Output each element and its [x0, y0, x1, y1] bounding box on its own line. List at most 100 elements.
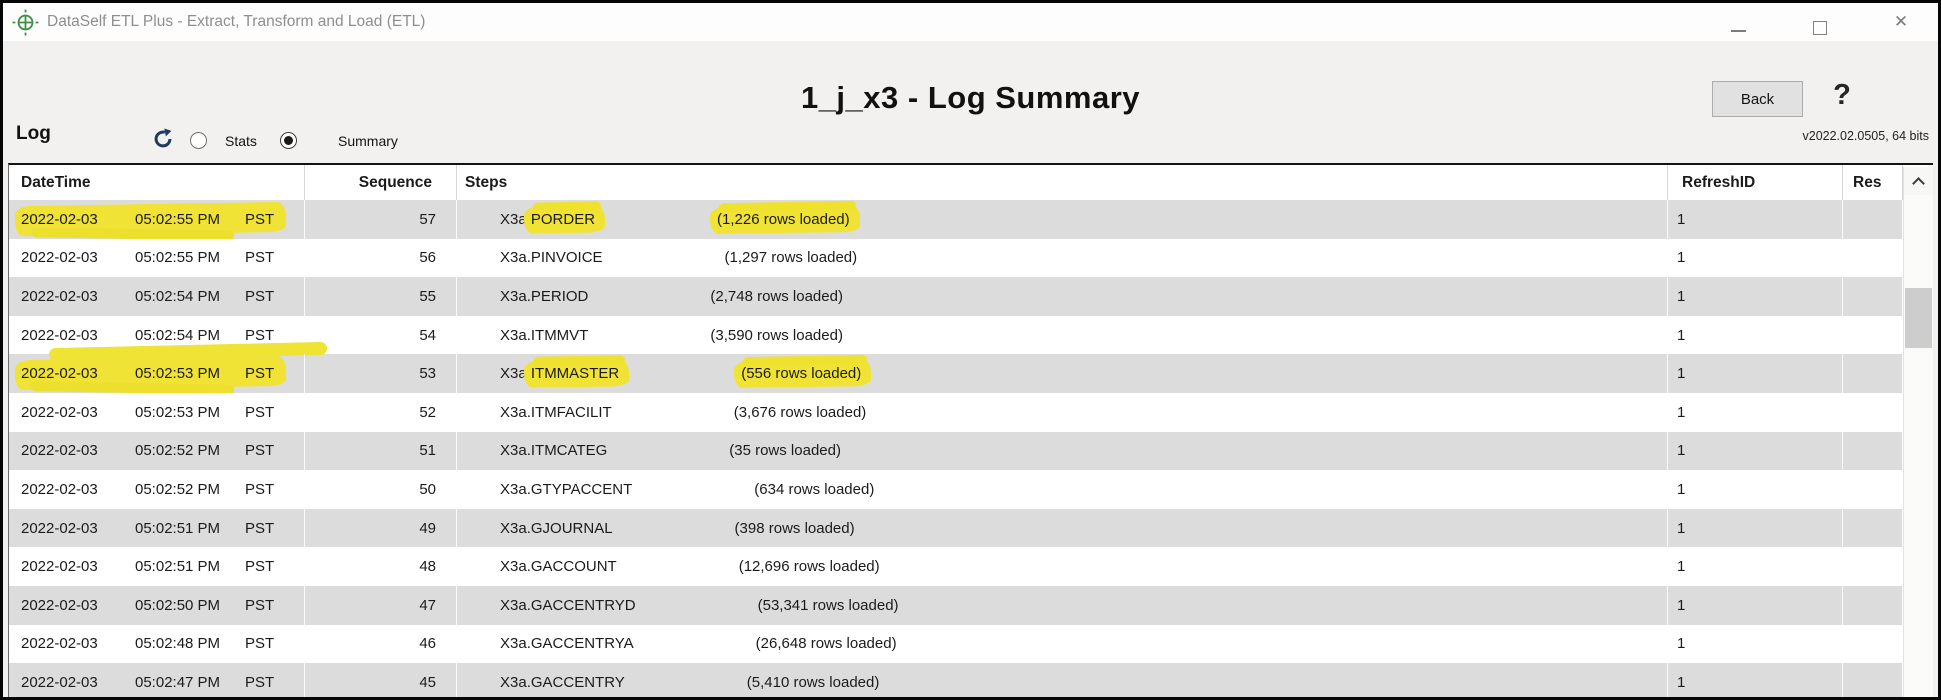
- column-header-refreshid[interactable]: RefreshID: [1668, 165, 1843, 200]
- table-row[interactable]: 2022-02-03 05:02:50 PM PST 47 X3a. GACCEN…: [9, 585, 1903, 625]
- table-row[interactable]: 2022-02-03 05:02:53 PM PST 52 X3a. ITMFAC…: [9, 392, 1903, 432]
- cell-res: [1843, 354, 1903, 393]
- date-value: 2022-02-03: [21, 519, 98, 537]
- time-value: 05:02:55 PM: [135, 210, 221, 228]
- sequence-value: 55: [419, 287, 436, 305]
- sequence-value: 45: [419, 673, 436, 691]
- column-header-sequence[interactable]: Sequence: [305, 165, 457, 200]
- cell-steps: X3a. ITMFACILIT (3,676 rows loaded): [457, 392, 1668, 432]
- maximize-button[interactable]: [1797, 3, 1843, 40]
- cell-res: [1843, 624, 1903, 664]
- step-name: PERIOD: [530, 287, 589, 305]
- cell-datetime: 2022-02-03 05:02:51 PM PST: [9, 508, 305, 548]
- table-row[interactable]: 2022-02-03 05:02:52 PM PST 50 X3a. GTYPAC…: [9, 470, 1903, 509]
- cell-steps: X3a. GACCOUNT (12,696 rows loaded): [457, 547, 1668, 586]
- step-prefix: X3a.: [500, 480, 531, 498]
- cell-datetime: 2022-02-03 05:02:54 PM PST: [9, 277, 305, 316]
- step-name: GTYPACCENT: [530, 480, 633, 498]
- cell-refreshid: 1: [1668, 315, 1843, 355]
- help-icon[interactable]: ?: [1833, 79, 1851, 111]
- radio-stats-label[interactable]: Stats: [225, 133, 257, 149]
- sequence-value: 52: [419, 403, 436, 421]
- step-name: GACCOUNT: [530, 558, 617, 576]
- cell-datetime: 2022-02-03 05:02:48 PM PST: [9, 624, 305, 664]
- cell-sequence: 46: [305, 624, 457, 664]
- timezone-value: PST: [245, 558, 275, 576]
- cell-res: [1843, 315, 1903, 355]
- step-prefix: X3a.: [500, 287, 531, 305]
- cell-steps: X3a. GJOURNAL (398 rows loaded): [457, 508, 1668, 548]
- cell-refreshid: 1: [1668, 470, 1843, 509]
- rows-loaded-value: (5,410 rows loaded): [746, 673, 880, 691]
- cell-refreshid: 1: [1668, 663, 1843, 697]
- scrollbar-thumb[interactable]: [1905, 288, 1932, 348]
- step-name: GACCENTRYA: [530, 635, 634, 653]
- sequence-value: 53: [419, 365, 436, 383]
- date-value: 2022-02-03: [21, 365, 98, 383]
- time-value: 05:02:54 PM: [135, 326, 221, 344]
- step-prefix: X3a.: [500, 635, 531, 653]
- cell-refreshid: 1: [1668, 238, 1843, 278]
- refreshid-value: 1: [1677, 635, 1686, 653]
- table-row[interactable]: 2022-02-03 05:02:51 PM PST 48 X3a. GACCOU…: [9, 547, 1903, 586]
- cell-res: [1843, 431, 1903, 471]
- cell-datetime: 2022-02-03 05:02:53 PM PST: [9, 354, 305, 393]
- table-row[interactable]: 2022-02-03 05:02:53 PM PST 53 X3a. ITMMAS…: [9, 354, 1903, 393]
- cell-datetime: 2022-02-03 05:02:55 PM PST: [9, 200, 305, 239]
- table-row[interactable]: 2022-02-03 05:02:52 PM PST 51 X3a. ITMCAT…: [9, 431, 1903, 471]
- time-value: 05:02:53 PM: [135, 403, 221, 421]
- date-value: 2022-02-03: [21, 673, 98, 691]
- cell-datetime: 2022-02-03 05:02:54 PM PST: [9, 315, 305, 355]
- cell-refreshid: 1: [1668, 392, 1843, 432]
- step-name: GACCENTRYD: [530, 596, 636, 614]
- minimize-button[interactable]: [1715, 3, 1761, 40]
- back-button[interactable]: Back: [1712, 81, 1803, 117]
- rows-loaded-value: (3,590 rows loaded): [710, 326, 843, 344]
- rows-loaded-value: (3,676 rows loaded): [733, 403, 867, 421]
- time-value: 05:02:52 PM: [135, 480, 221, 498]
- scroll-up-button[interactable]: [1904, 167, 1933, 195]
- cell-steps: X3a. ITMMASTER (556 rows loaded): [457, 354, 1668, 393]
- column-header-res[interactable]: Res: [1843, 165, 1903, 200]
- table-row[interactable]: 2022-02-03 05:02:47 PM PST 45 X3a. GACCEN…: [9, 663, 1903, 697]
- vertical-scrollbar[interactable]: [1903, 167, 1933, 697]
- maximize-icon: [1813, 20, 1827, 35]
- cell-steps: X3a. PERIOD (2,748 rows loaded): [457, 277, 1668, 316]
- cell-datetime: 2022-02-03 05:02:53 PM PST: [9, 392, 305, 432]
- table-row[interactable]: 2022-02-03 05:02:54 PM PST 55 X3a. PERIOD…: [9, 277, 1903, 316]
- date-value: 2022-02-03: [21, 403, 98, 421]
- cell-steps: X3a. GACCENTRYA (26,648 rows loaded): [457, 624, 1668, 664]
- cell-steps: X3a. ITMCATEG (35 rows loaded): [457, 431, 1668, 471]
- timezone-value: PST: [245, 635, 275, 653]
- date-value: 2022-02-03: [21, 326, 98, 344]
- table-row[interactable]: 2022-02-03 05:02:55 PM PST 57 X3a. PORDER…: [9, 200, 1903, 239]
- table-row[interactable]: 2022-02-03 05:02:51 PM PST 49 X3a. GJOURN…: [9, 508, 1903, 548]
- time-value: 05:02:54 PM: [135, 287, 221, 305]
- column-header-steps[interactable]: Steps: [457, 165, 1668, 200]
- date-value: 2022-02-03: [21, 442, 98, 460]
- refresh-icon[interactable]: [152, 128, 174, 150]
- cell-sequence: 51: [305, 431, 457, 471]
- time-value: 05:02:51 PM: [135, 519, 221, 537]
- time-value: 05:02:47 PM: [135, 673, 221, 691]
- titlebar: DataSelf ETL Plus - Extract, Transform a…: [3, 3, 1938, 41]
- close-button[interactable]: ✕: [1878, 3, 1924, 40]
- rows-loaded-value: (26,648 rows loaded): [755, 635, 897, 653]
- timezone-value: PST: [245, 326, 275, 344]
- sequence-value: 51: [419, 442, 436, 460]
- radio-summary[interactable]: [280, 132, 297, 149]
- step-prefix: X3a.: [500, 403, 531, 421]
- radio-stats[interactable]: [190, 132, 207, 149]
- cell-res: [1843, 470, 1903, 509]
- cell-res: [1843, 238, 1903, 278]
- table-row[interactable]: 2022-02-03 05:02:55 PM PST 56 X3a. PINVOI…: [9, 238, 1903, 278]
- step-name: ITMFACILIT: [530, 403, 612, 421]
- cell-refreshid: 1: [1668, 354, 1843, 393]
- radio-summary-label[interactable]: Summary: [338, 133, 398, 149]
- cell-res: [1843, 663, 1903, 697]
- cell-steps: X3a. PINVOICE (1,297 rows loaded): [457, 238, 1668, 278]
- table-row[interactable]: 2022-02-03 05:02:48 PM PST 46 X3a. GACCEN…: [9, 624, 1903, 664]
- column-header-datetime[interactable]: DateTime: [9, 165, 305, 200]
- date-value: 2022-02-03: [21, 480, 98, 498]
- date-value: 2022-02-03: [21, 596, 98, 614]
